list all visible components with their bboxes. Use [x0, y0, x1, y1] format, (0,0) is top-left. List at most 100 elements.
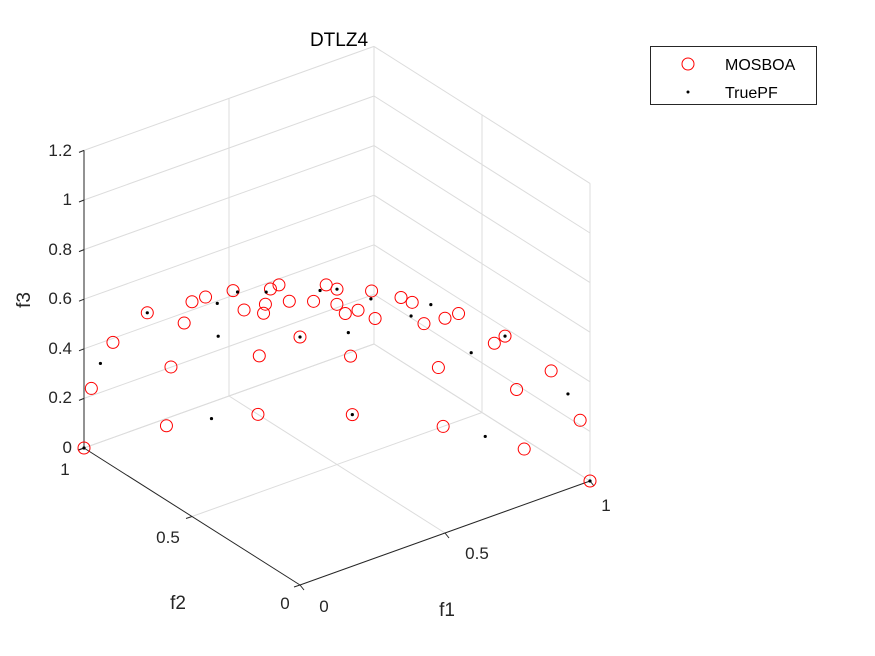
truepf-point	[469, 351, 473, 355]
z-tick	[78, 249, 85, 253]
mosboa-point	[365, 284, 379, 298]
mosboa-point	[405, 295, 419, 309]
truepf-point	[216, 334, 220, 338]
z-tick-labels: 0 0.2 0.4 0.6 0.8 1 1.2	[48, 141, 72, 457]
z-tick-label: 1	[63, 190, 72, 209]
legend-label: TruePF	[725, 85, 778, 102]
f2-tick-label: 0	[280, 594, 289, 613]
mosboa-point	[510, 382, 524, 396]
f2-tick	[185, 516, 193, 519]
legend-circle-marker-icon	[681, 57, 695, 71]
truepf-point	[145, 311, 149, 315]
mosboa-point	[498, 329, 512, 343]
f2-tick-labels: 0 0.5 1	[60, 460, 289, 613]
z-tick-label: 0	[63, 438, 72, 457]
z-tick-label: 0.6	[48, 289, 72, 308]
z-gridline	[373, 45, 591, 184]
mosboa-point	[84, 381, 98, 395]
mosboa-point	[544, 364, 558, 378]
truepf-point	[235, 290, 240, 294]
truepf-point	[429, 303, 433, 307]
mosboa-point	[257, 306, 271, 320]
mosboa-point	[517, 442, 531, 456]
mosboa-point	[258, 297, 272, 311]
z-gridline	[83, 45, 375, 151]
truepf-point	[588, 479, 592, 483]
mosboa-point	[330, 282, 344, 296]
f2-tick-label: 0.5	[156, 528, 180, 547]
f1-tick	[444, 532, 450, 539]
mosboa-point	[177, 316, 191, 330]
mosboa-point	[77, 441, 91, 455]
f1-tick	[299, 584, 305, 591]
truepf-point	[335, 287, 339, 291]
mosboa-point	[452, 307, 466, 321]
truepf-point	[483, 434, 487, 439]
truepf-point	[503, 334, 507, 338]
z-tick	[78, 199, 85, 203]
truepf-point	[409, 314, 413, 318]
mosboa-point	[293, 330, 307, 344]
mosboa-point	[282, 294, 296, 308]
truepf-point	[298, 335, 302, 339]
z-tick	[78, 397, 85, 401]
mosboa-point	[106, 335, 120, 349]
mosboa-point	[368, 311, 382, 325]
mosboa-point	[431, 361, 445, 375]
z-tick-label: 1.2	[48, 141, 72, 160]
mosboa-point	[307, 294, 321, 308]
f1-tick-labels: 0 0.5 1	[319, 496, 610, 616]
truepf-point	[318, 288, 322, 293]
mosboa-point	[583, 474, 597, 488]
mosboa-point	[226, 284, 240, 298]
data-marks	[77, 278, 597, 488]
mosboa-point	[164, 360, 178, 374]
mosboa-point	[263, 282, 277, 296]
mosboa-point	[338, 307, 352, 321]
truepf-point	[264, 290, 268, 294]
f2-tick	[293, 584, 301, 588]
legend-label: MOSBOA	[725, 57, 796, 74]
truepf-point	[209, 416, 214, 421]
f2-floor-gridline	[191, 412, 483, 517]
grid-lines	[83, 45, 591, 534]
axes	[77, 149, 595, 591]
mosboa-point	[251, 407, 265, 421]
mosboa-point	[394, 291, 408, 305]
mosboa-point	[319, 278, 333, 292]
truepf-point	[82, 446, 86, 450]
legend: MOSBOA TruePF	[650, 46, 817, 105]
legend-dot-marker-icon	[686, 90, 690, 94]
chart-title: DTLZ4	[310, 30, 369, 51]
f1-tick-label: 0	[319, 597, 328, 616]
z-tick	[78, 298, 85, 302]
floor-edge	[373, 343, 591, 482]
mosboa-point	[487, 336, 501, 350]
floor-edge	[83, 343, 375, 449]
truepf-point	[215, 301, 219, 305]
f3-axis-label: f3	[14, 292, 35, 308]
mosboa-point	[185, 295, 199, 309]
mosboa-point	[252, 349, 266, 363]
mosboa-point	[237, 303, 251, 317]
z-tick-label: 0.2	[48, 388, 72, 407]
mosboa-point	[417, 317, 431, 331]
mosboa-point	[272, 278, 286, 292]
z-tick	[78, 149, 85, 153]
truepf-point	[98, 361, 103, 366]
f2-axis-label: f2	[170, 593, 186, 614]
f2-tick-label: 1	[60, 460, 69, 479]
z-tick-label: 0.8	[48, 240, 72, 259]
truepf-point	[369, 297, 373, 301]
mosboa-point	[199, 290, 213, 304]
mosboa-point	[344, 349, 358, 363]
f1-tick-label: 1	[601, 496, 610, 515]
f1-axis-label: f1	[439, 600, 455, 621]
mosboa-point	[351, 303, 365, 317]
legend-box	[650, 46, 817, 105]
mosboa-point	[159, 419, 173, 433]
mosboa-point	[573, 413, 587, 427]
mosboa-point	[140, 306, 154, 320]
mosboa-point	[345, 408, 359, 422]
truepf-point	[350, 413, 354, 417]
